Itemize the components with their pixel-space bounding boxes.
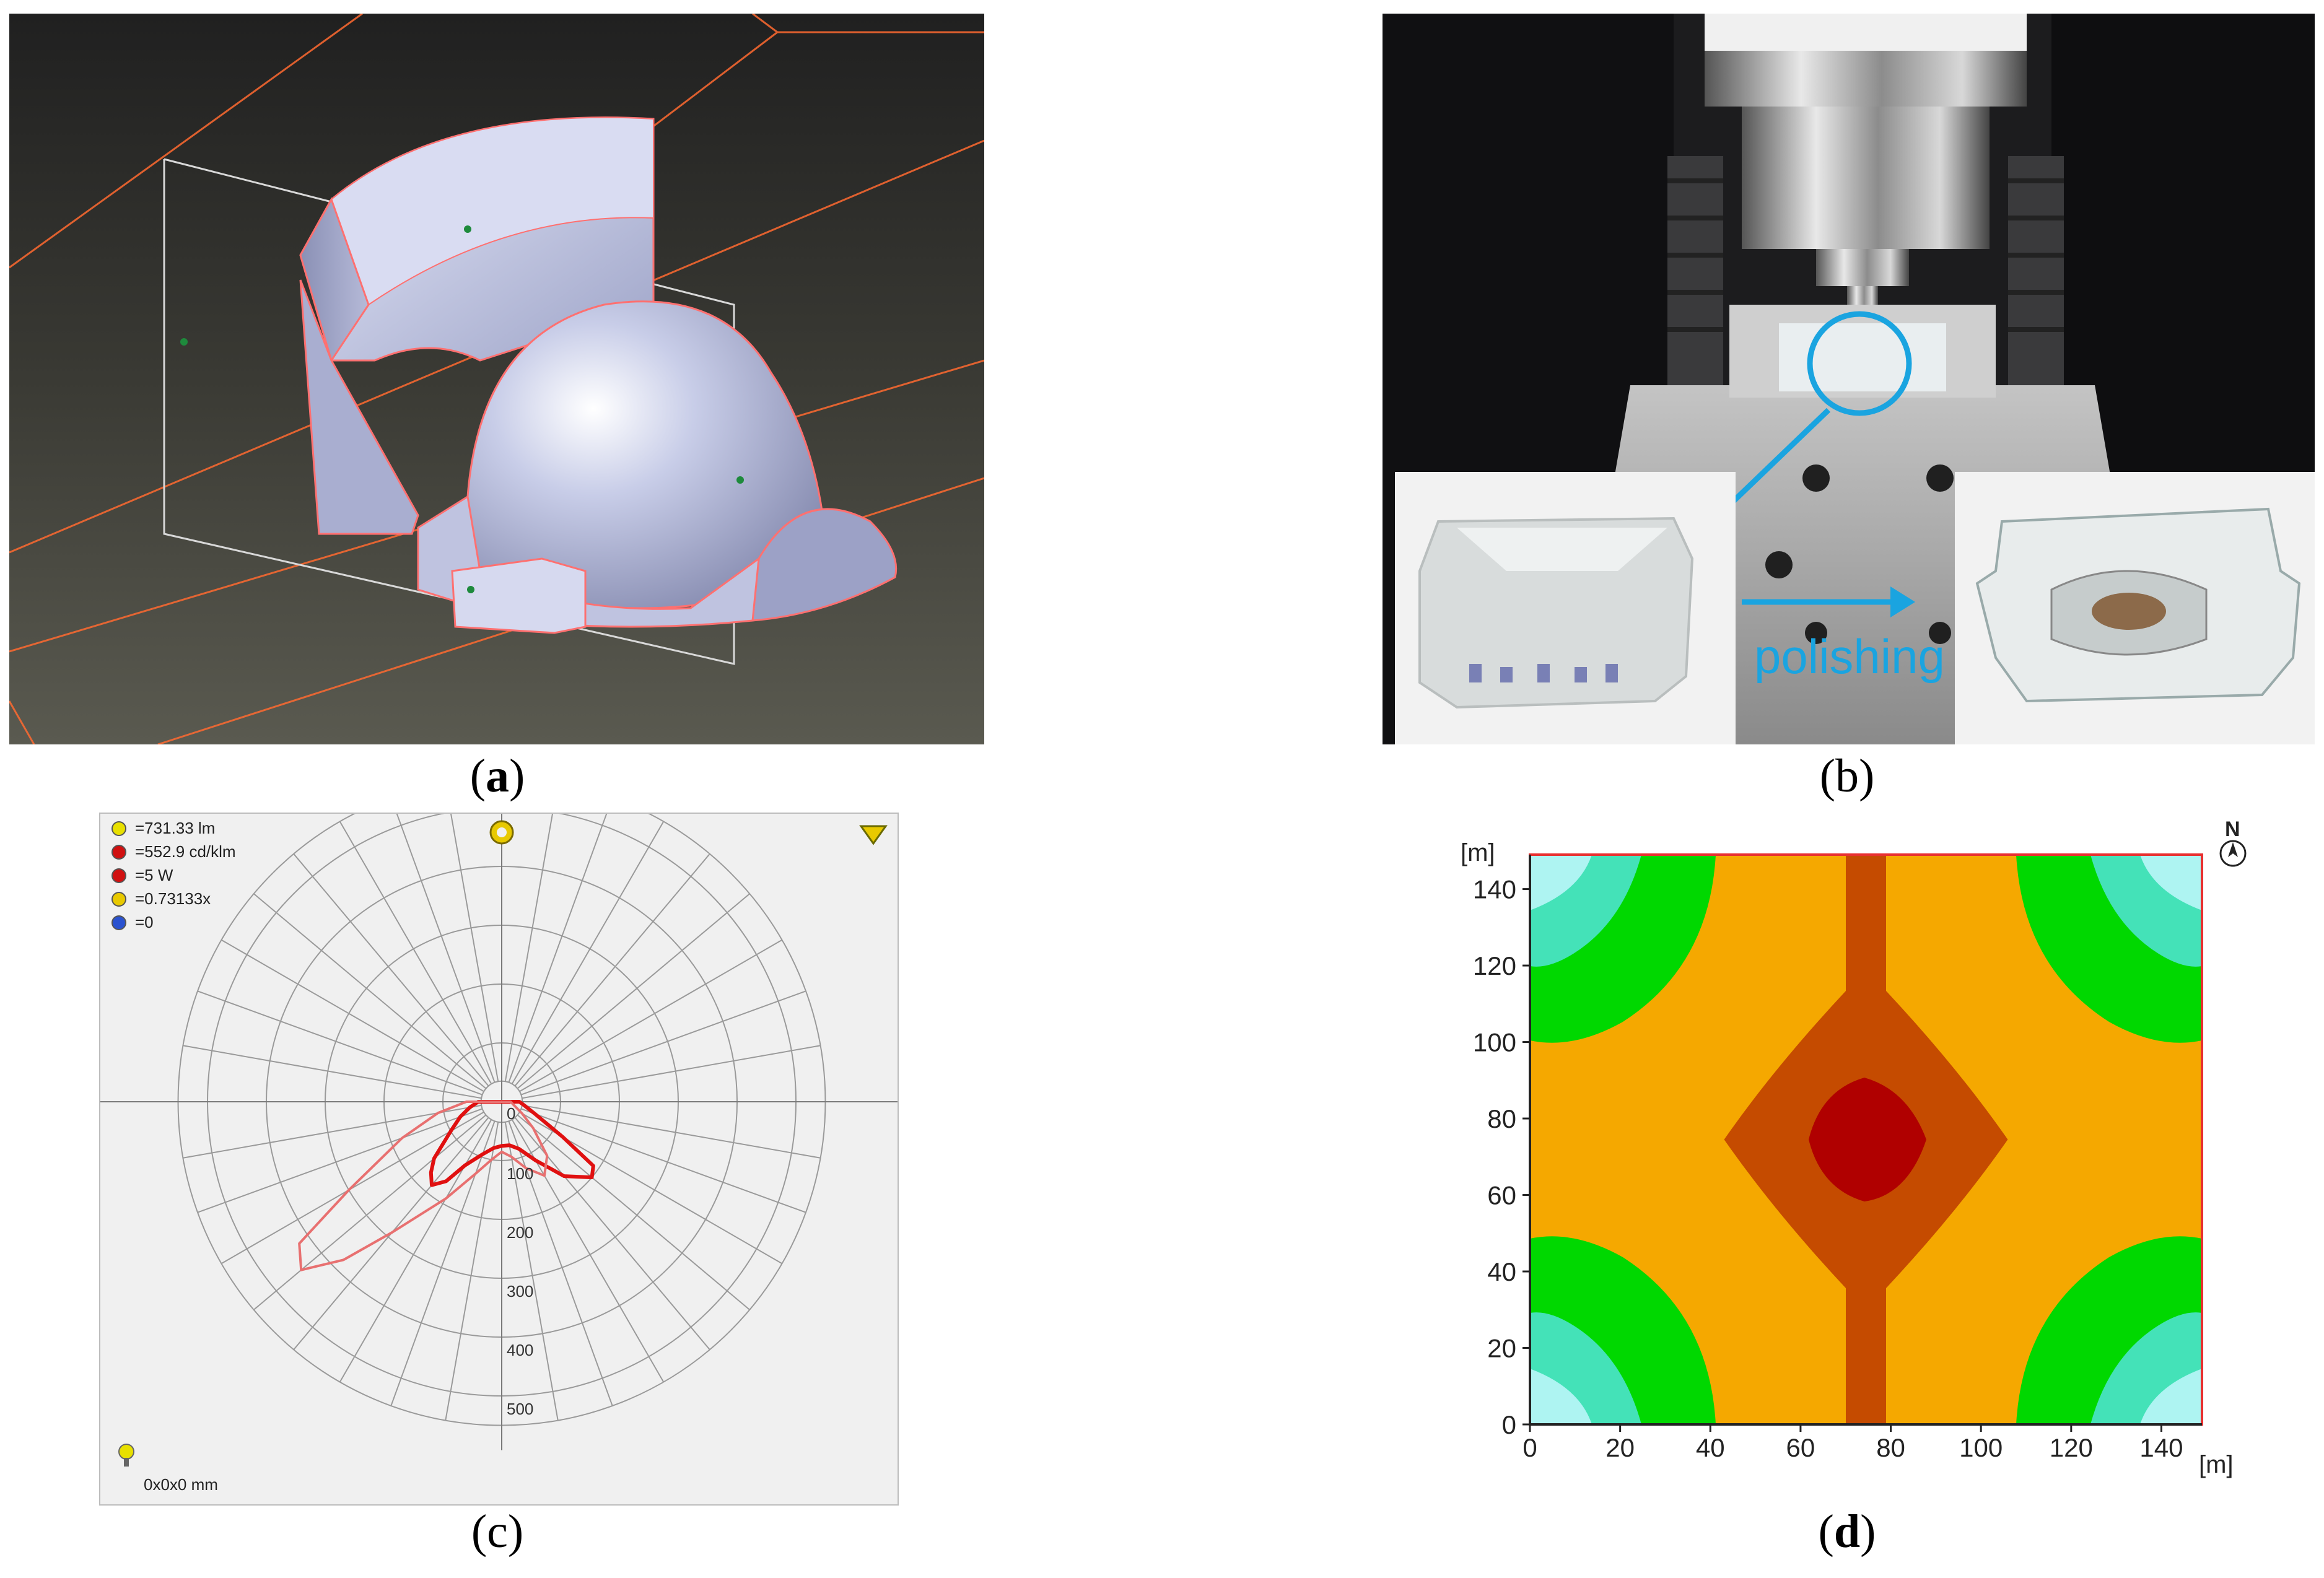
y-tick-label: 20 (1487, 1334, 1516, 1363)
radial-tick-label: 200 (507, 1223, 533, 1242)
x-tick-label: 80 (1876, 1433, 1905, 1462)
polar-spoke (183, 1104, 482, 1159)
polar-spoke (504, 1122, 559, 1421)
polar-spoke (221, 939, 484, 1092)
contour-field (1530, 855, 2202, 1424)
polar-spoke (390, 1120, 496, 1406)
y-tick-label: 60 (1487, 1181, 1516, 1210)
cad-render (9, 14, 984, 744)
x-tick-label: 60 (1786, 1433, 1815, 1462)
x-tick-label: 0 (1522, 1433, 1537, 1462)
x-tick-label: 20 (1605, 1433, 1635, 1462)
polar-spoke (504, 814, 554, 1082)
lamp-icon (118, 1444, 134, 1467)
x-unit-label: [m] (2199, 1451, 2234, 1478)
y-tick-label: 80 (1487, 1104, 1516, 1133)
panel-d-contour-map: 0 20 40 60 80 100 120 140 0 20 40 60 80 100 120 140 [m]… (1437, 817, 2261, 1505)
polar-spoke (183, 1045, 482, 1099)
y-unit-label: [m] (1461, 839, 1495, 866)
polar-spoke (508, 814, 608, 1083)
radial-tick-label: 0 (507, 1104, 515, 1123)
polar-chart: 0 100 200 300 400 500 =731.33 lm =552.9 cd/klm… (100, 814, 898, 1494)
radial-tick-label: 100 (507, 1164, 533, 1183)
y-tick-label: 0 (1502, 1410, 1516, 1439)
polar-spoke (522, 1104, 821, 1159)
power-icon (111, 868, 126, 883)
legend-value: =552.9 cd/klm (135, 842, 236, 861)
polar-spoke (339, 1119, 492, 1382)
y-tick-label: 100 (1473, 1028, 1516, 1057)
polar-spoke (197, 990, 483, 1096)
milling-photo: polishing (1383, 14, 2315, 744)
polar-spoke (514, 853, 710, 1087)
polar-spoke (519, 939, 782, 1092)
dimensions-label: 0x0x0 mm (144, 1475, 218, 1494)
polar-spoke (520, 1108, 806, 1213)
polar-series-curve-1 (298, 1101, 549, 1271)
y-tick-label: 120 (1473, 951, 1516, 980)
x-tick-label: 120 (2050, 1433, 2093, 1462)
legend-value: =5 W (135, 866, 173, 884)
x-tick-label: 140 (2139, 1433, 2183, 1462)
polar-spoke (517, 893, 750, 1089)
polar-spoke (253, 893, 487, 1089)
rotate-icon[interactable] (489, 820, 514, 845)
axes: 0 20 40 60 80 100 120 140 0 20 40 60 80 100 120 140 (1473, 855, 2202, 1462)
polar-spoke (511, 821, 665, 1084)
panel-c-polar-diagram: 0 100 200 300 400 500 =731.33 lm =552.9 cd/klm… (99, 813, 899, 1506)
panel-a-cad-model (9, 14, 984, 744)
polar-radial-labels: 0 100 200 300 400 500 (507, 1104, 533, 1418)
polar-spoke (293, 853, 489, 1087)
lamp-flux-icon (111, 821, 126, 836)
polar-spoke (253, 1114, 487, 1310)
contour-chart: 0 20 40 60 80 100 120 140 0 20 40 60 80 100 120 140 [m]… (1461, 817, 2247, 1478)
factor-icon (111, 892, 126, 907)
x-tick-label: 100 (1959, 1433, 2003, 1462)
tilt-icon (111, 915, 126, 930)
y-tick-label: 140 (1473, 875, 1516, 904)
legend-value: =0.73133x (135, 889, 211, 908)
corner-c-icon[interactable] (859, 825, 888, 845)
caption-c: (c) (471, 1506, 524, 1558)
legend-value: =731.33 lm (135, 819, 215, 837)
polar-series-curve-0 (429, 1100, 595, 1187)
compass-icon: N (2219, 817, 2247, 867)
polar-spoke (339, 821, 492, 1084)
y-tick-label: 40 (1487, 1257, 1516, 1286)
polar-spoke (522, 1045, 821, 1099)
x-tick-label: 40 (1696, 1433, 1725, 1462)
caption-d: (d) (1818, 1506, 1876, 1558)
panel-b-milling-photo: polishing (1383, 14, 2315, 744)
polar-spoke (197, 1108, 483, 1213)
radial-tick-label: 300 (507, 1282, 533, 1301)
max-intensity-icon (111, 845, 126, 860)
caption-a: (a) (470, 750, 525, 802)
legend: =731.33 lm =552.9 cd/klm =5 W =0.73133x =0 (111, 819, 236, 931)
polar-spoke (450, 814, 499, 1082)
polar-series (298, 1100, 595, 1271)
polar-grid (100, 814, 898, 1450)
radial-tick-label: 400 (507, 1341, 533, 1359)
polar-spoke (520, 990, 806, 1096)
polishing-label: polishing (1754, 629, 1945, 684)
compass-label: N (2225, 817, 2240, 841)
radial-tick-label: 500 (507, 1400, 533, 1418)
caption-b: (b) (1819, 750, 1875, 802)
legend-value: =0 (135, 913, 154, 931)
polar-spoke (517, 1114, 750, 1310)
polar-spoke (445, 1122, 499, 1421)
polar-spoke (396, 814, 496, 1083)
